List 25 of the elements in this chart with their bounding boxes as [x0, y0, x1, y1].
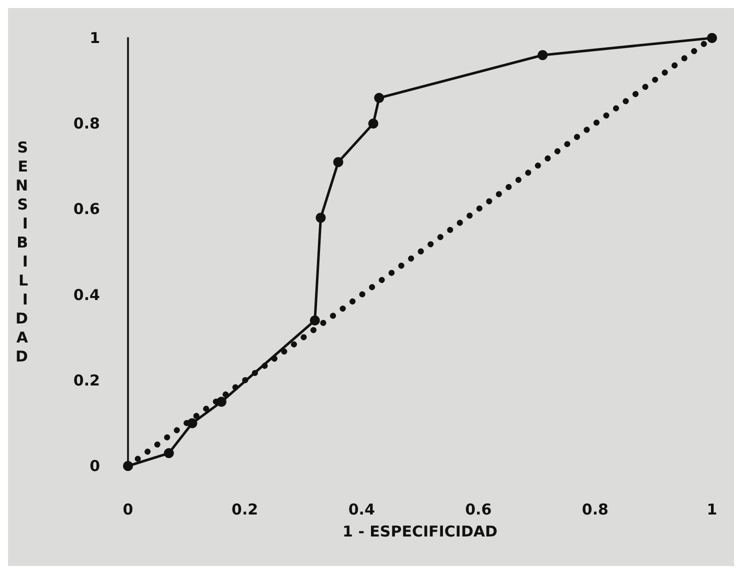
- point: [187, 418, 198, 428]
- y-tick-label: 0.8: [73, 114, 100, 133]
- x-tick-label: 0.2: [232, 500, 258, 518]
- point: [707, 33, 717, 43]
- point: [374, 92, 384, 103]
- point: [310, 315, 320, 326]
- point: [216, 396, 226, 407]
- x-tick-label: 0: [122, 500, 134, 518]
- x-axis-title: 1 - ESPECIFICIDAD: [342, 522, 498, 540]
- y-tick-label: 1: [90, 29, 100, 47]
- point: [123, 461, 133, 471]
- x-tick-label: 0.6: [465, 500, 492, 518]
- text: SENSIBILIDAD: [15, 138, 28, 366]
- point: [538, 50, 548, 60]
- y-tick-label: 0.6: [73, 200, 100, 218]
- x-tick-label: 1: [706, 500, 718, 518]
- point: [316, 212, 326, 223]
- point: [164, 448, 174, 458]
- y-tick-label: 0.4: [73, 286, 100, 304]
- point: [333, 157, 344, 168]
- y-tick-label: 0: [90, 457, 100, 475]
- x-tick-label: 0.8: [582, 500, 608, 518]
- x-tick-label: 0.4: [348, 500, 375, 518]
- y-tick-label: 0.2: [73, 371, 100, 390]
- point: [368, 118, 378, 129]
